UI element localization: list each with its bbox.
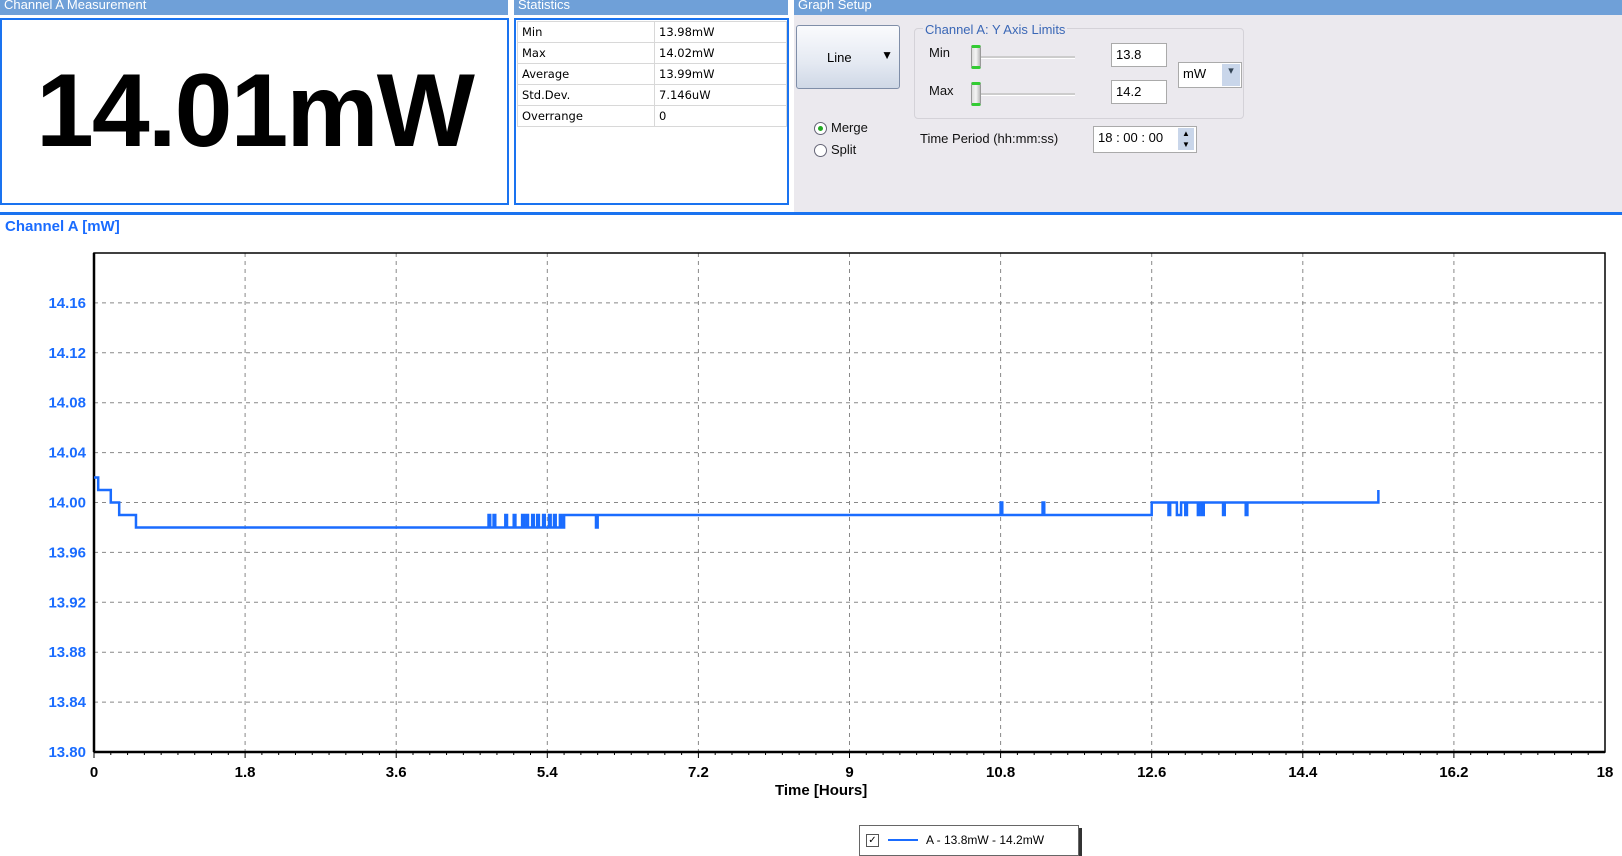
- stat-value: 0: [654, 105, 787, 127]
- split-radio[interactable]: [814, 144, 827, 157]
- legend: ✓ A - 13.8mW - 14.2mW: [859, 825, 1079, 856]
- legend-line-icon: [888, 839, 918, 841]
- y-tick-label: 14.04: [48, 445, 86, 462]
- y-tick-label: 14.08: [48, 395, 86, 412]
- statistics-panel: Min 13.98mW Max 14.02mW Average 13.99mW Std.De…: [514, 18, 789, 205]
- stat-row: Overrange 0: [517, 105, 787, 127]
- x-tick-label: 0: [90, 764, 98, 781]
- unit-select[interactable]: mW ▾: [1178, 62, 1242, 88]
- x-tick-label: 12.6: [1137, 764, 1166, 781]
- x-axis-label: Time [Hours]: [775, 782, 868, 799]
- graph-type-label: Line: [827, 50, 852, 65]
- min-slider-thumb[interactable]: [971, 45, 981, 69]
- separator: [0, 212, 1622, 215]
- spinner-icon[interactable]: ▲ ▼: [1178, 128, 1194, 150]
- measurement-panel: 14.01mW: [0, 18, 509, 205]
- statistics-header: Statistics: [514, 0, 788, 15]
- x-tick-label: 7.2: [688, 764, 709, 781]
- stat-row: Average 13.99mW: [517, 63, 787, 85]
- min-label: Min: [929, 45, 950, 60]
- y-tick-label: 13.84: [48, 694, 86, 711]
- max-slider-thumb[interactable]: [971, 82, 981, 106]
- max-input[interactable]: 14.2: [1111, 80, 1167, 104]
- stat-row: Std.Dev. 7.146uW: [517, 84, 787, 106]
- y-tick-label: 13.80: [48, 744, 86, 761]
- unit-value: mW: [1183, 66, 1207, 81]
- graph-setup-panel: Line ▼ Merge Split Channel A: Y Axis Lim…: [794, 15, 1622, 212]
- dropdown-arrow-icon: ▼: [881, 48, 893, 62]
- split-label: Split: [831, 142, 857, 157]
- stat-value: 7.146uW: [654, 84, 787, 106]
- min-slider-track[interactable]: [975, 56, 1075, 59]
- graph-setup-header: Graph Setup: [794, 0, 1622, 15]
- y-tick-label: 13.88: [48, 644, 86, 661]
- merge-radio[interactable]: [814, 122, 827, 135]
- y-tick-label: 13.96: [48, 544, 86, 561]
- statistics-table: Min 13.98mW Max 14.02mW Average 13.99mW Std.De…: [517, 21, 787, 127]
- x-tick-label: 5.4: [537, 764, 559, 781]
- y-tick-label: 13.92: [48, 594, 86, 611]
- x-tick-label: 18: [1597, 764, 1614, 781]
- series-line-a: [94, 476, 1380, 529]
- chart-title: Channel A [mW]: [5, 218, 120, 235]
- y-tick-label: 14.00: [48, 495, 86, 512]
- min-input[interactable]: 13.8: [1111, 43, 1167, 67]
- merge-label: Merge: [831, 120, 868, 135]
- max-label: Max: [929, 83, 954, 98]
- x-tick-label: 1.8: [235, 764, 256, 781]
- stat-label: Overrange: [517, 105, 655, 127]
- max-slider-track[interactable]: [975, 93, 1075, 96]
- stat-row: Max 14.02mW: [517, 42, 787, 64]
- time-period-label: Time Period (hh:mm:ss): [920, 131, 1059, 146]
- legend-checkbox[interactable]: ✓: [866, 834, 879, 847]
- measurement-value: 14.01mW: [36, 53, 475, 169]
- x-tick-label: 3.6: [386, 764, 407, 781]
- chevron-down-icon: ▾: [1222, 64, 1240, 86]
- x-tick-label: 14.4: [1288, 764, 1318, 781]
- time-period-value: 18 : 00 : 00: [1098, 130, 1164, 145]
- time-period-input[interactable]: 18 : 00 : 00 ▲ ▼: [1093, 126, 1197, 153]
- x-tick-label: 10.8: [986, 764, 1015, 781]
- stat-label: Max: [517, 42, 655, 64]
- stat-row: Min 13.98mW: [517, 21, 787, 43]
- stat-value: 13.99mW: [654, 63, 787, 85]
- y-tick-label: 14.12: [48, 345, 86, 362]
- measurement-header: Channel A Measurement: [0, 0, 508, 15]
- x-tick-label: 9: [845, 764, 853, 781]
- graph-type-dropdown[interactable]: Line ▼: [796, 25, 900, 89]
- y-axis-limits-title: Channel A: Y Axis Limits: [923, 22, 1068, 37]
- legend-label: A - 13.8mW - 14.2mW: [926, 833, 1045, 847]
- y-axis-limits-group: Channel A: Y Axis Limits Min 13.8 Max 14…: [914, 22, 1244, 119]
- x-tick-label: 16.2: [1439, 764, 1468, 781]
- y-tick-label: 14.16: [48, 295, 86, 312]
